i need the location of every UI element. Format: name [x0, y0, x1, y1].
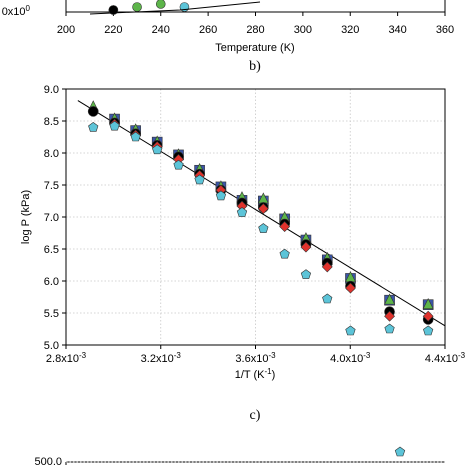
panel-d-point — [394, 446, 406, 457]
panel-b-label: b) — [249, 59, 261, 74]
panel-b-points — [89, 0, 261, 15]
panel-c-point-red — [257, 203, 269, 215]
panel-b-x-tick-label: 220 — [104, 24, 122, 36]
panel-c-x-tick-label: 3.2x10-3 — [141, 351, 182, 366]
panel-b-point — [155, 0, 166, 9]
panel-c-point-cyan — [345, 325, 356, 336]
panel-c-x-axis-label-exp: -1 — [264, 367, 272, 376]
panel-c-x-tick-label: 2.8x10-3 — [46, 351, 87, 366]
panel-c-chart: 5.0 5.5 6.0 6.5 7.0 7.5 8.0 8.5 9.0 2.8x10-3 3.2x… — [20, 84, 465, 423]
panel-c-point-red — [321, 261, 333, 273]
panel-b-x-tick-label: 200 — [57, 24, 75, 36]
panel-c-y-tick-label: 7.5 — [44, 180, 59, 192]
panel-c-y-axis-label: log P (kPa) — [20, 190, 32, 244]
panel-b-y-tick-exp: 0 — [26, 4, 31, 13]
panel-c-label: c) — [250, 408, 261, 423]
panel-c-y-tick-label: 7.0 — [44, 212, 59, 224]
panel-c-point-cyan — [384, 323, 395, 334]
panel-b-x-tick-label: 240 — [152, 24, 170, 36]
panel-c-point-cyan — [130, 131, 141, 142]
panel-c-point-cyan — [423, 325, 434, 336]
panel-c-point-cyan — [88, 122, 99, 132]
panel-c-y-tick-label: 8.5 — [44, 116, 59, 128]
panel-c-point-cyan — [300, 269, 312, 279]
panel-b-point — [132, 2, 142, 12]
panel-c-point-cyan — [236, 207, 248, 217]
panel-c-x-tick-label: 3.6x10-3 — [235, 351, 276, 366]
panel-d-chart: 500.0 — [34, 446, 445, 465]
panel-b-x-tick-label: 280 — [246, 24, 264, 36]
panel-c-x-ticks: 2.8x10-3 3.2x10-3 3.6x10-3 4.0x10-3 4.4x10-3 — [46, 345, 465, 365]
panel-c-point-cyan — [322, 293, 333, 304]
panel-c-grid — [65, 88, 446, 346]
panel-c-point-cyan — [152, 144, 163, 155]
panel-c-point-red — [300, 241, 312, 253]
panel-c-point-cyan — [173, 159, 184, 170]
panel-b-x-tick-label: 360 — [436, 24, 454, 36]
panel-c-point-red — [384, 310, 395, 322]
panel-c-point-cyan — [258, 223, 269, 233]
panel-c-y-tick-label: 6.5 — [44, 244, 59, 256]
panel-b-x-axis-label: Temperature (K) — [215, 42, 294, 54]
panel-b-x-ticks: 200 220 240 260 280 300 320 340 360 — [57, 12, 454, 36]
panel-c-x-tick-label: 4.4x10-3 — [425, 351, 465, 366]
panel-c-y-tick-label: 8.0 — [44, 148, 59, 160]
panel-b-fit-line — [89, 1, 261, 15]
panel-b-y-tick-label: 0x100 — [2, 4, 31, 19]
panel-c-point-cyan — [194, 174, 205, 185]
panel-c-point-red — [422, 310, 434, 322]
panel-c-y-tick-label: 5.5 — [44, 308, 59, 320]
panel-b-point — [108, 5, 119, 15]
panel-b-x-tick-label: 340 — [388, 24, 406, 36]
panel-c-point-red — [345, 282, 356, 294]
panel-c-series — [87, 100, 434, 336]
panel-c-y-ticks: 5.0 5.5 6.0 6.5 7.0 7.5 8.0 8.5 9.0 — [44, 84, 66, 352]
panel-c-point-green — [422, 298, 434, 309]
panel-b-x-tick-label: 300 — [294, 24, 312, 36]
panel-b-x-tick-label: 320 — [341, 24, 359, 36]
panel-c-point-cyan — [109, 120, 120, 131]
panel-c-point-cyan — [279, 248, 290, 259]
panel-c-x-tick-label: 4.0x10-3 — [330, 351, 371, 366]
panel-c-point-cyan — [215, 190, 227, 201]
panel-d-points — [66, 446, 445, 463]
panel-c-y-tick-label: 6.0 — [44, 276, 59, 288]
panel-c-point-red — [279, 221, 291, 233]
panel-b-x-tick-label: 260 — [199, 24, 217, 36]
panel-d-y-tick-label: 500.0 — [34, 456, 62, 465]
panel-b-chart: 0x100 200 220 240 260 280 300 320 340 360 Temper… — [2, 0, 454, 74]
panel-c-y-tick-label: 5.0 — [44, 340, 59, 352]
panel-c-point-black — [87, 106, 99, 117]
panel-c-y-tick-label: 9.0 — [44, 84, 59, 96]
panel-c-x-axis-label: 1/T (K-1) — [235, 367, 276, 382]
panel-c-series-cyan — [88, 120, 434, 336]
panel-c-point-green — [384, 293, 396, 305]
